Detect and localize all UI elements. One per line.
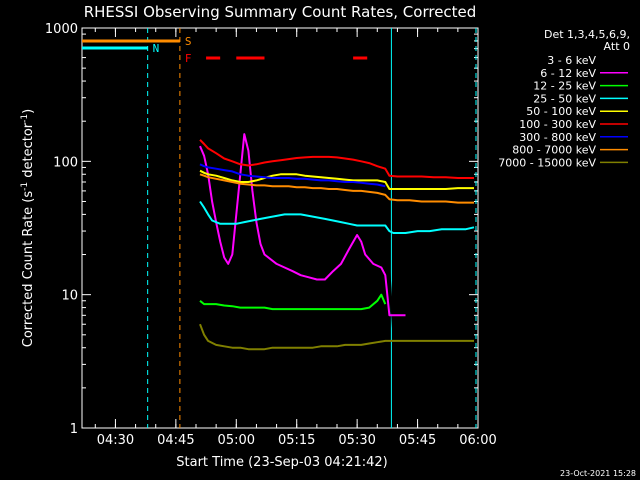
y-axis-label-sup2: -1 — [20, 114, 30, 123]
y-axis-label-main: Corrected Count Rate (s — [21, 191, 36, 348]
y-axis: 1 10 100 1000 — [45, 22, 478, 437]
footer-date: 23-Oct-2021 15:28 — [560, 469, 636, 478]
x-tick-label: 05:00 — [218, 433, 255, 448]
plot-frame — [81, 27, 479, 429]
y-axis-label-end: ) — [21, 109, 36, 114]
vertical-markers — [147, 28, 477, 428]
series-line-7 — [199, 173, 474, 204]
legend-label-8: 7000 - 15000 keV — [498, 156, 596, 169]
series-line-5 — [199, 139, 474, 179]
x-axis-label: Start Time (23-Sep-03 04:21:42) — [176, 455, 387, 470]
flag-bars: N SF — [82, 35, 368, 65]
y-tick-label: 10 — [61, 289, 78, 304]
legend-label-5: 100 - 300 keV — [519, 118, 596, 131]
legend-label-1: 6 - 12 keV — [540, 67, 596, 80]
series-line-6 — [199, 163, 386, 188]
y-axis-label-sup1: -1 — [20, 182, 30, 191]
series-line-3 — [199, 200, 475, 234]
flag-label-F: F — [185, 52, 192, 65]
y-tick-label: 1000 — [45, 22, 78, 37]
chart-title: RHESSI Observing Summary Count Rates, Co… — [84, 3, 477, 21]
x-tick-label: 05:45 — [399, 433, 436, 448]
x-tick-label: 06:00 — [459, 433, 496, 448]
legend-label-2: 12 - 25 keV — [533, 80, 596, 93]
plot-area — [81, 27, 479, 429]
series-line-8 — [199, 323, 474, 351]
y-axis-label-mid: detector — [21, 122, 36, 182]
legend-label-3: 25 - 50 keV — [533, 92, 596, 105]
flag-label-S: S — [185, 35, 192, 48]
x-tick-label: 04:30 — [97, 433, 134, 448]
legend-label-6: 300 - 800 keV — [519, 131, 596, 144]
x-tick-label: 04:45 — [157, 433, 194, 448]
legend-label-0: 3 - 6 keV — [547, 54, 596, 67]
y-tick-label: 100 — [53, 155, 78, 170]
series-line-2 — [199, 293, 387, 311]
series-line-0 — [199, 137, 399, 405]
flag-label-N: N — [153, 42, 160, 55]
x-tick-label: 05:30 — [338, 433, 375, 448]
y-tick-label: 1 — [70, 422, 78, 437]
legend-header-1: Det 1,3,4,5,6,9, — [544, 28, 630, 41]
legend-label-7: 800 - 7000 keV — [512, 144, 596, 157]
series-line-4 — [199, 169, 474, 190]
x-tick-label: 05:15 — [278, 433, 315, 448]
x-axis: 04:30 04:45 05:00 05:15 05:30 05:45 06:00 — [94, 28, 497, 448]
series-lines — [199, 133, 475, 405]
legend-label-4: 50 - 100 keV — [526, 105, 596, 118]
series-line-1 — [199, 133, 406, 317]
y-axis-label: Corrected Count Rate (s-1 detector-1) — [20, 109, 36, 347]
legend-header-2: Att 0 — [604, 40, 630, 53]
